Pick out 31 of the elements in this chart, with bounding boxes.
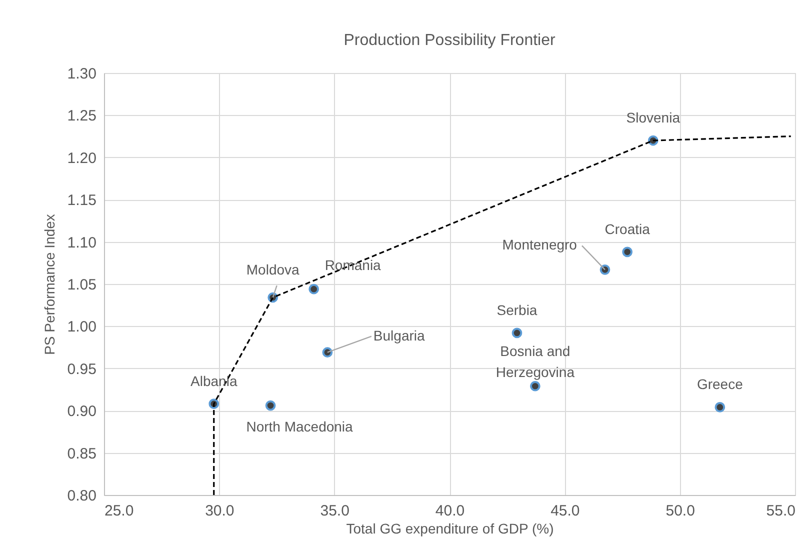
annotation: North Macedonia [246, 418, 354, 435]
x-axis-title: Total GG expenditure of GDP (%) [346, 520, 554, 536]
y-axis-title: PS Performance Index [41, 214, 58, 355]
annotation: Serbia [496, 302, 538, 318]
x-tick-label: 35.0 [320, 502, 350, 520]
annotation: Greece [696, 376, 744, 392]
x-tick-label: 40.0 [435, 502, 465, 520]
annotation: Moldova [246, 262, 300, 278]
y-tick-label: 0.95 [67, 360, 96, 378]
y-tick-label: 0.85 [67, 445, 96, 462]
annotation: Croatia [604, 220, 650, 237]
x-tick-label: 45.0 [550, 502, 580, 520]
y-tick-label: 1.25 [67, 108, 96, 125]
annotation: Slovenia [626, 110, 680, 126]
x-tick-label: 55.0 [766, 502, 796, 520]
y-tick-label: 1.30 [67, 66, 96, 82]
x-tick-label: 30.0 [205, 502, 234, 520]
annotation: Montenegro [502, 236, 578, 253]
x-tick-label: 25.0 [104, 502, 134, 520]
y-tick-label: 1.10 [67, 234, 96, 252]
y-tick-label: 1.20 [67, 150, 96, 167]
y-tick-label: 0.80 [67, 488, 96, 504]
x-tick-label: 50.0 [666, 502, 695, 520]
annotation: Albania [190, 372, 238, 389]
y-tick-label: 0.90 [67, 403, 96, 420]
y-tick-label: 1.00 [67, 318, 96, 336]
annotation: Bulgaria [373, 327, 425, 344]
y-tick-label: 1.15 [67, 192, 96, 210]
chart-title: Production Possibility Frontier [344, 32, 556, 49]
annotation: Bosnia and Herzegovina [496, 343, 575, 380]
y-tick-label: 1.05 [67, 276, 96, 294]
